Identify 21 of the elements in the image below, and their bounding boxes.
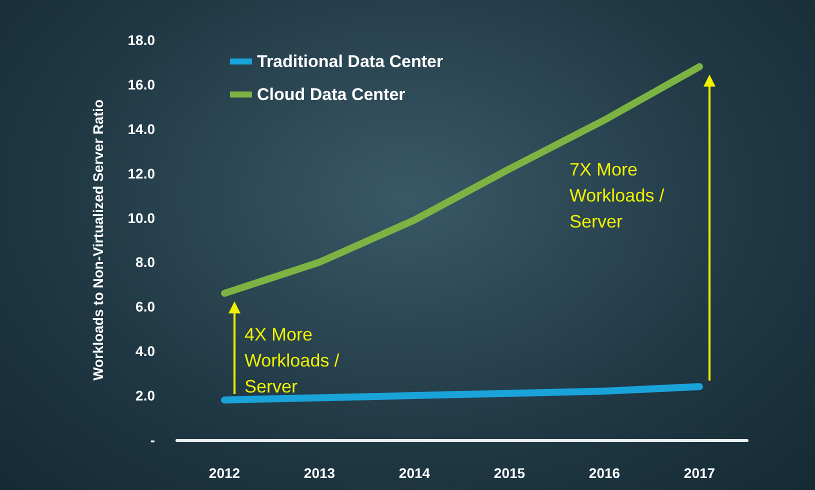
y-tick-label: 8.0 — [136, 254, 156, 270]
y-tick-label: 14.0 — [128, 120, 156, 137]
y-tick-label: - — [150, 432, 156, 448]
y-tick-label: 16.0 — [128, 76, 156, 92]
annotation: 4X More Workloads / Server — [244, 324, 344, 397]
x-tick-label: 2012 — [208, 465, 240, 481]
legend-label: Cloud Data Center — [257, 85, 406, 104]
annotation: 7X More Workloads / Server — [570, 160, 670, 232]
y-tick-label: 2.0 — [136, 388, 156, 404]
x-tick-label: 2017 — [684, 465, 716, 481]
y-tick-label: 18.0 — [128, 32, 156, 48]
x-tick-label: 2016 — [588, 465, 620, 481]
legend-label: Traditional Data Center — [257, 52, 444, 71]
y-axis-title: Workloads to Non-Virtualized Server Ratio — [90, 99, 106, 381]
y-tick-label: 12.0 — [128, 165, 156, 182]
x-tick-label: 2013 — [304, 465, 336, 481]
y-tick-label: 4.0 — [136, 343, 156, 360]
x-tick-label: 2014 — [398, 465, 430, 481]
y-tick-label: 6.0 — [136, 298, 156, 315]
x-tick-label: 2015 — [494, 465, 526, 481]
y-tick-label: 10.0 — [128, 210, 156, 226]
